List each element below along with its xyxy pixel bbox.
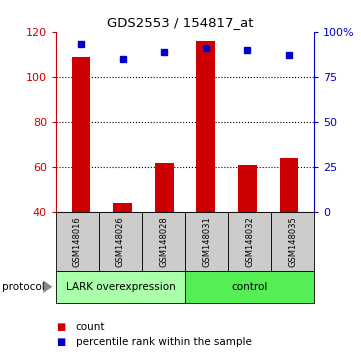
Bar	[155, 163, 174, 212]
Text: count: count	[76, 322, 105, 332]
Bar	[238, 165, 257, 212]
Bar	[99, 212, 142, 271]
Text: GSM148032: GSM148032	[245, 216, 254, 267]
Text: GSM148035: GSM148035	[288, 216, 297, 267]
Bar	[185, 271, 314, 303]
Text: GDS2553 / 154817_at: GDS2553 / 154817_at	[107, 16, 254, 29]
Bar	[280, 158, 299, 212]
Text: ■: ■	[56, 322, 65, 332]
Bar	[196, 41, 215, 212]
Bar	[113, 203, 132, 212]
Text: GSM148016: GSM148016	[73, 216, 82, 267]
Bar	[56, 271, 185, 303]
Text: GSM148026: GSM148026	[116, 216, 125, 267]
Bar	[228, 212, 271, 271]
Text: LARK overexpression: LARK overexpression	[66, 282, 175, 292]
Bar	[271, 212, 314, 271]
Bar	[71, 57, 90, 212]
Text: protocol: protocol	[2, 282, 44, 292]
Text: GSM148031: GSM148031	[202, 216, 211, 267]
Text: GSM148028: GSM148028	[159, 216, 168, 267]
Text: ■: ■	[56, 337, 65, 347]
Bar	[56, 212, 99, 271]
Bar	[185, 212, 228, 271]
Text: percentile rank within the sample: percentile rank within the sample	[76, 337, 252, 347]
Text: control: control	[231, 282, 268, 292]
Bar	[142, 212, 185, 271]
